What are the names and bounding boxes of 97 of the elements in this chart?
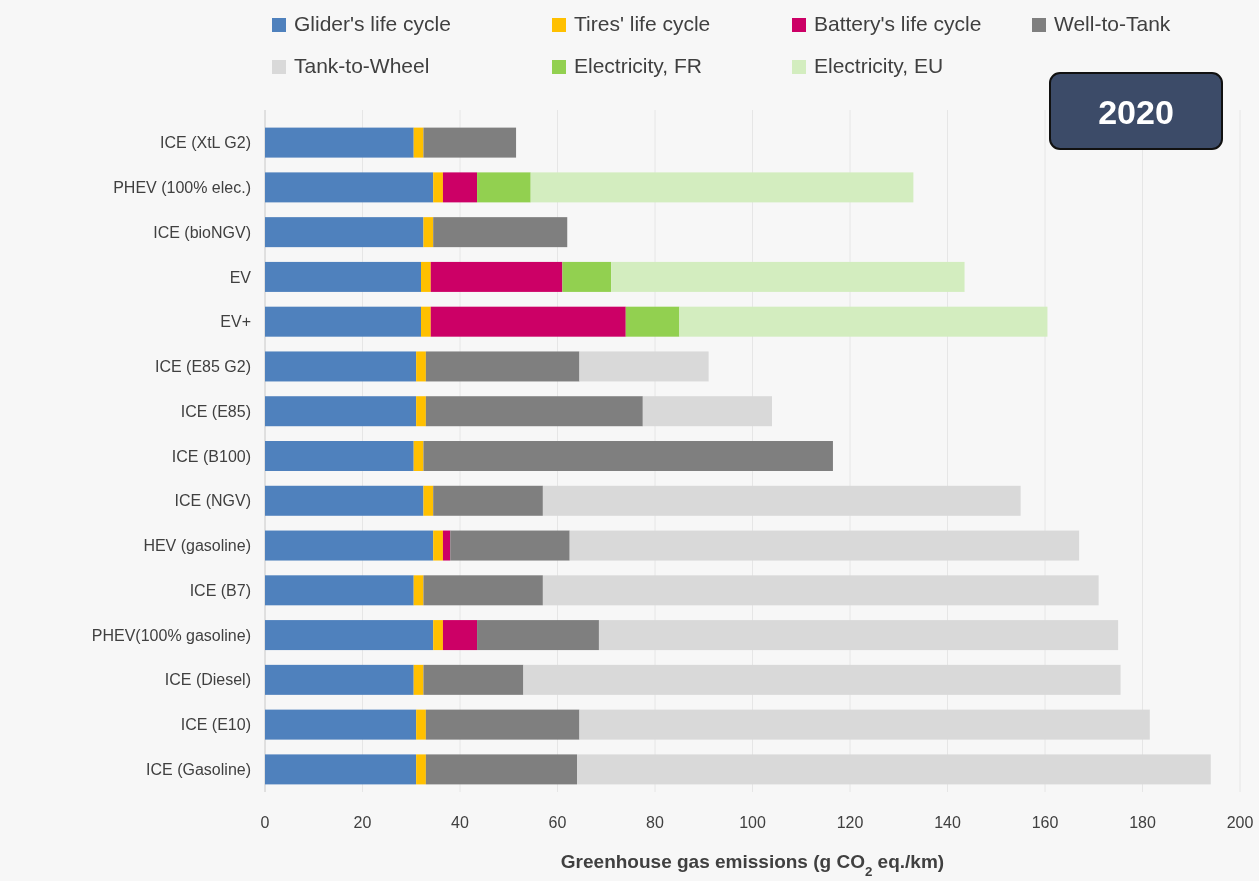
- y-tick-label: ICE (Diesel): [164, 671, 251, 689]
- x-tick-label: 40: [451, 814, 469, 831]
- x-tick-label: 160: [1031, 814, 1059, 831]
- bar: [442, 620, 478, 651]
- bar: [579, 709, 1150, 740]
- legend-label: Electricity, FR: [574, 54, 702, 77]
- bar: [425, 709, 580, 740]
- x-tick-label: 20: [353, 814, 372, 831]
- chart-title: 2020: [1098, 93, 1174, 131]
- bar: [413, 441, 424, 471]
- bar: [265, 261, 421, 292]
- bar: [625, 306, 680, 337]
- bar: [413, 664, 424, 695]
- bar: [598, 620, 1119, 651]
- bar: [265, 441, 414, 471]
- y-tick-label: ICE (E85): [180, 402, 251, 420]
- bar: [425, 754, 577, 785]
- bar: [642, 396, 772, 427]
- x-tick-label: 60: [548, 814, 567, 831]
- bar: [421, 261, 431, 292]
- legend-label: Tires' life cycle: [574, 12, 711, 35]
- bar: [523, 664, 1121, 695]
- bar: [442, 530, 451, 561]
- y-tick-label: ICE (bioNGV): [153, 223, 251, 241]
- bar: [423, 441, 833, 471]
- y-tick-label: ICE (NGV): [174, 492, 251, 510]
- bar: [265, 306, 421, 337]
- bar: [265, 351, 417, 382]
- bar: [579, 351, 709, 382]
- x-tick-label: 0: [260, 814, 270, 831]
- bar: [423, 217, 434, 248]
- y-tick-label: ICE (Gasoline): [146, 760, 251, 778]
- bar: [423, 127, 517, 158]
- x-axis-title: Greenhouse gas emissions (g CO$_{2}$ eq./km): [560, 851, 945, 879]
- bar: [421, 306, 431, 337]
- legend-label: Electricity, EU: [814, 54, 944, 77]
- bar: [433, 217, 568, 248]
- bar: [416, 351, 426, 382]
- y-tick-label: ICE (E10): [180, 716, 251, 734]
- y-tick-label: ICE (E85 G2): [154, 358, 251, 376]
- bar: [430, 261, 563, 292]
- bar: [265, 217, 424, 248]
- bar: [423, 664, 524, 695]
- bar: [477, 172, 531, 203]
- x-tick-label: 100: [739, 814, 766, 831]
- bar: [611, 261, 965, 292]
- bar: [530, 172, 914, 203]
- y-tick-label: EV+: [220, 313, 251, 331]
- bar: [265, 709, 417, 740]
- bar: [265, 172, 434, 203]
- y-tick-label: ICE (XtL G2): [160, 134, 251, 152]
- x-tick-label: 120: [836, 814, 864, 831]
- bar: [425, 396, 643, 427]
- x-tick-label: 80: [646, 814, 664, 831]
- bar: [477, 620, 599, 651]
- bar: [562, 261, 612, 292]
- bar: [265, 620, 434, 651]
- y-tick-label: ICE (B7): [189, 581, 251, 599]
- bar: [442, 172, 478, 203]
- legend-label: Glider's life cycle: [294, 12, 451, 35]
- legend-label: Tank-to-Wheel: [294, 54, 430, 77]
- bar: [413, 127, 424, 158]
- bar: [433, 172, 443, 203]
- bar: [433, 620, 443, 651]
- x-tick-label: 200: [1226, 814, 1254, 831]
- bar: [265, 485, 424, 516]
- bar: [423, 485, 434, 516]
- bar: [265, 575, 414, 606]
- bar: [430, 306, 626, 337]
- y-tick-label: EV: [229, 268, 252, 286]
- bar: [542, 485, 1021, 516]
- bar: [265, 396, 417, 427]
- y-tick-label: ICE (B100): [171, 447, 251, 465]
- bar: [416, 754, 426, 785]
- x-tick-label: 180: [1129, 814, 1156, 831]
- bar: [569, 530, 1080, 561]
- y-tick-label: PHEV (100% elec.): [113, 178, 251, 196]
- bar: [542, 575, 1099, 606]
- legend-label: Well-to-Tank: [1054, 12, 1171, 35]
- y-tick-label: HEV (gasoline): [143, 537, 251, 555]
- bar: [423, 575, 543, 606]
- bar: [416, 396, 426, 427]
- bar: [679, 306, 1048, 337]
- x-tick-label: 140: [934, 814, 961, 831]
- y-tick-label: PHEV(100% gasoline): [91, 626, 251, 644]
- bar: [265, 127, 414, 158]
- bar: [577, 754, 1211, 785]
- bar: [433, 485, 543, 516]
- legend-label: Battery's life cycle: [814, 12, 982, 35]
- bar: [265, 530, 434, 561]
- bar: [265, 664, 414, 695]
- bar: [265, 754, 417, 785]
- bar: [433, 530, 443, 561]
- bar: [416, 709, 426, 740]
- bar: [425, 351, 580, 382]
- bar: [413, 575, 424, 606]
- bar: [450, 530, 570, 561]
